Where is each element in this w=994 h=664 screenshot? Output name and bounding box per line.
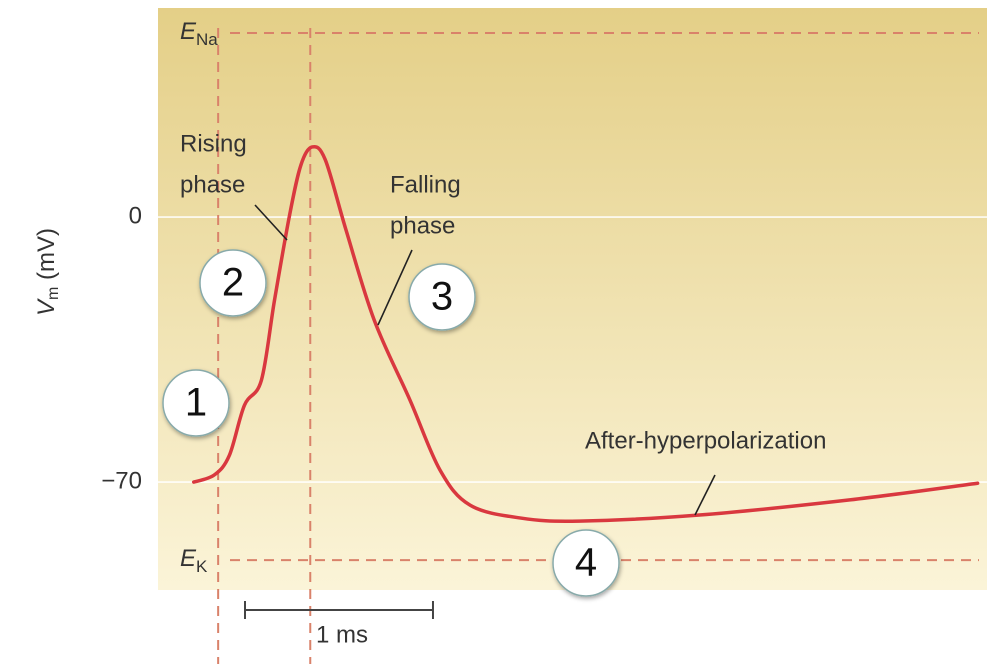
y-tick-label: 0 [129, 202, 142, 229]
annotation: Rising [180, 130, 247, 157]
reference-label-sub: K [196, 558, 208, 577]
reference-label: ENa [180, 18, 218, 49]
phase-marker: 3 [408, 263, 476, 331]
y-axis-label: Vm (mV) [33, 228, 62, 316]
reference-label-main: E [180, 545, 197, 572]
plot-area [158, 8, 987, 590]
annotation: Falling [390, 171, 461, 198]
phase-marker: 2 [199, 249, 267, 317]
annotation: After-hyperpolarization [585, 427, 826, 454]
y-tick-label: −70 [101, 467, 142, 494]
reference-label-main: E [180, 18, 197, 45]
phase-number: 1 [185, 381, 207, 425]
data-line [191, 144, 980, 523]
leader-line [377, 249, 413, 326]
leader-line [254, 204, 288, 241]
annotation: phase [180, 171, 245, 198]
phase-number: 4 [575, 541, 597, 585]
phase-marker: 1 [162, 369, 230, 437]
phase-marker: 4 [552, 529, 620, 597]
reference-label: EK [180, 545, 208, 576]
scale-bar-label: 1 ms [316, 621, 368, 648]
leader-line [694, 474, 716, 516]
annotation: phase [390, 212, 455, 239]
reference-label-sub: Na [196, 30, 218, 49]
phase-number: 2 [222, 261, 244, 305]
phase-number: 3 [431, 275, 453, 319]
